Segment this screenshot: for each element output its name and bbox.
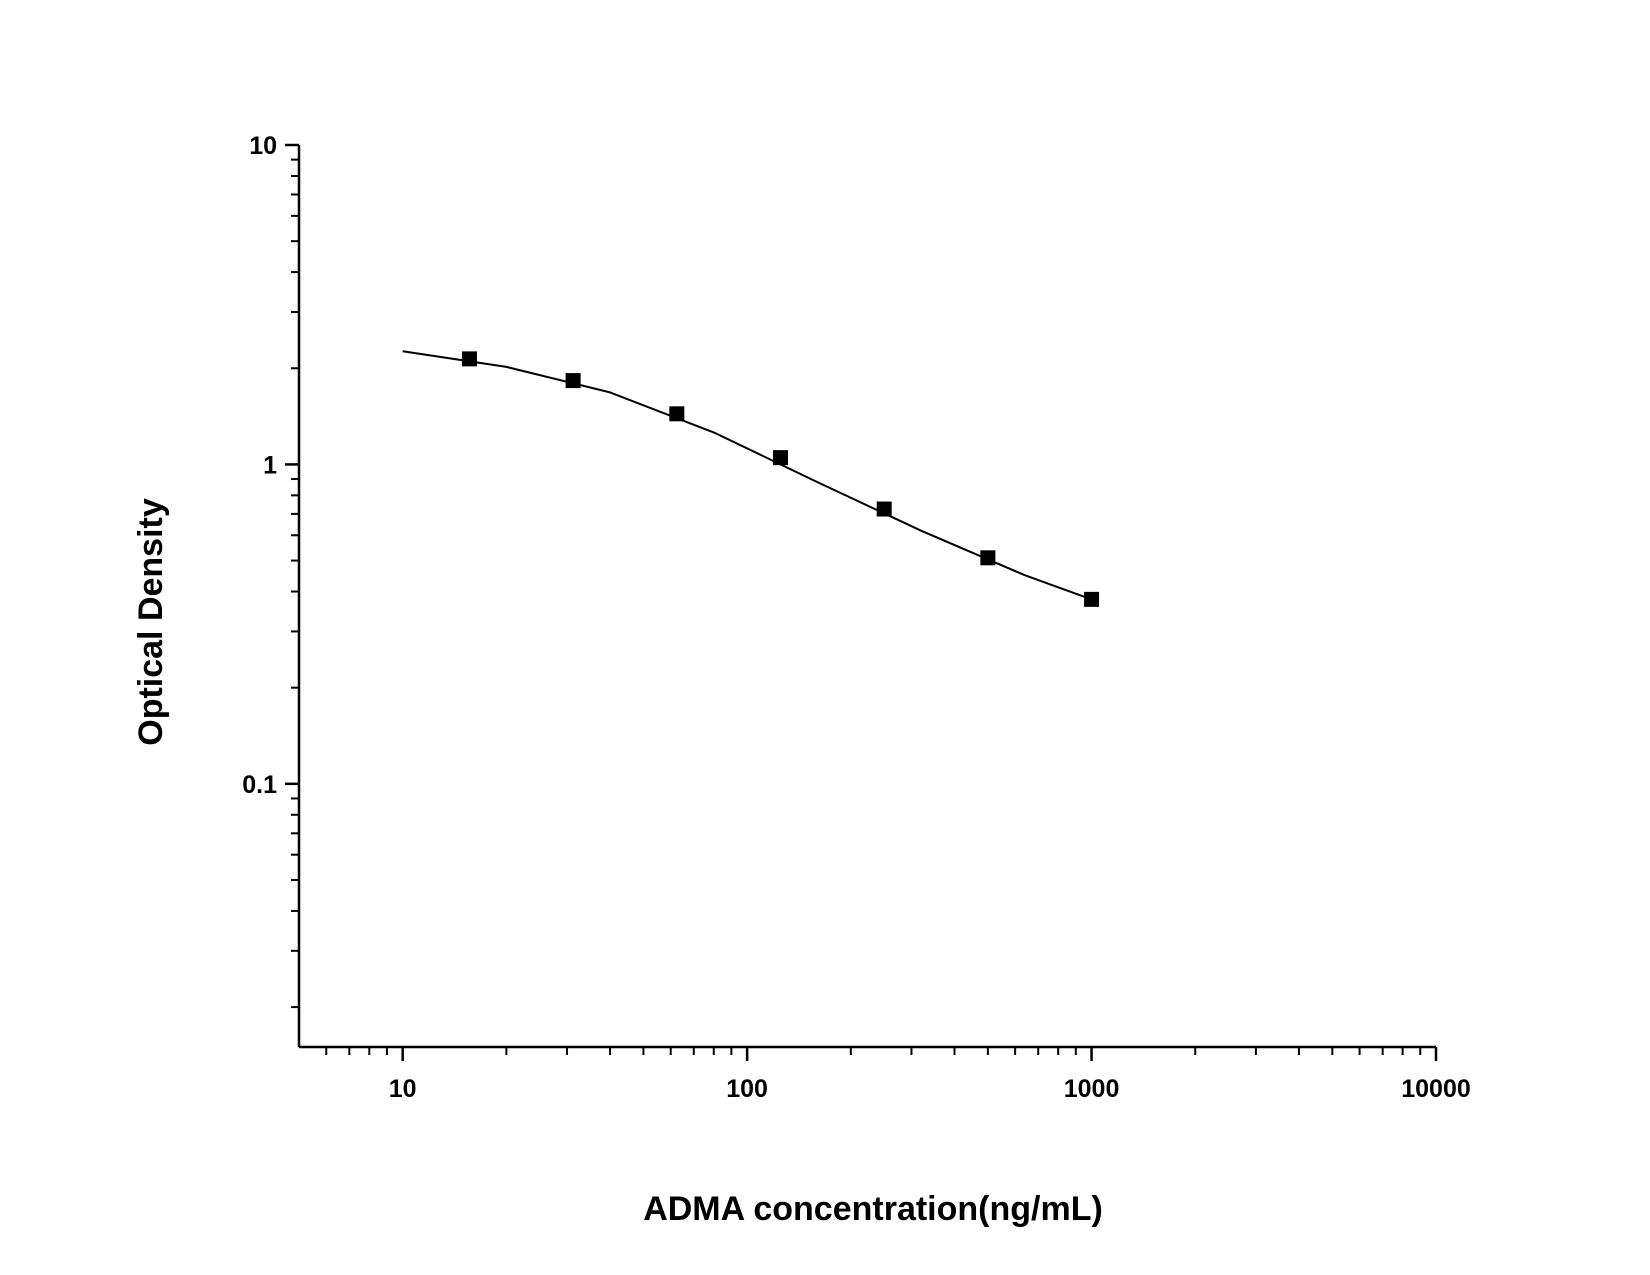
marker: [980, 550, 996, 566]
x-axis-label: ADMA concentration(ng/mL): [643, 1190, 1103, 1228]
x-tick-label: 100: [726, 1075, 768, 1103]
y-tick-label: 1: [263, 451, 277, 479]
y-axis-label: Optical Density: [132, 498, 170, 746]
x-tick-label: 10: [389, 1075, 417, 1103]
y-tick-label: 0.1: [242, 771, 277, 799]
marker: [461, 351, 477, 367]
marker: [1084, 591, 1100, 607]
fit-curve: [402, 350, 1092, 601]
marker: [876, 501, 892, 517]
marker: [565, 373, 581, 389]
marker: [669, 406, 685, 422]
y-tick-label: 10: [249, 132, 277, 160]
marker: [773, 450, 789, 466]
x-tick-label: 10000: [1401, 1075, 1471, 1103]
x-tick-label: 1000: [1064, 1075, 1120, 1103]
